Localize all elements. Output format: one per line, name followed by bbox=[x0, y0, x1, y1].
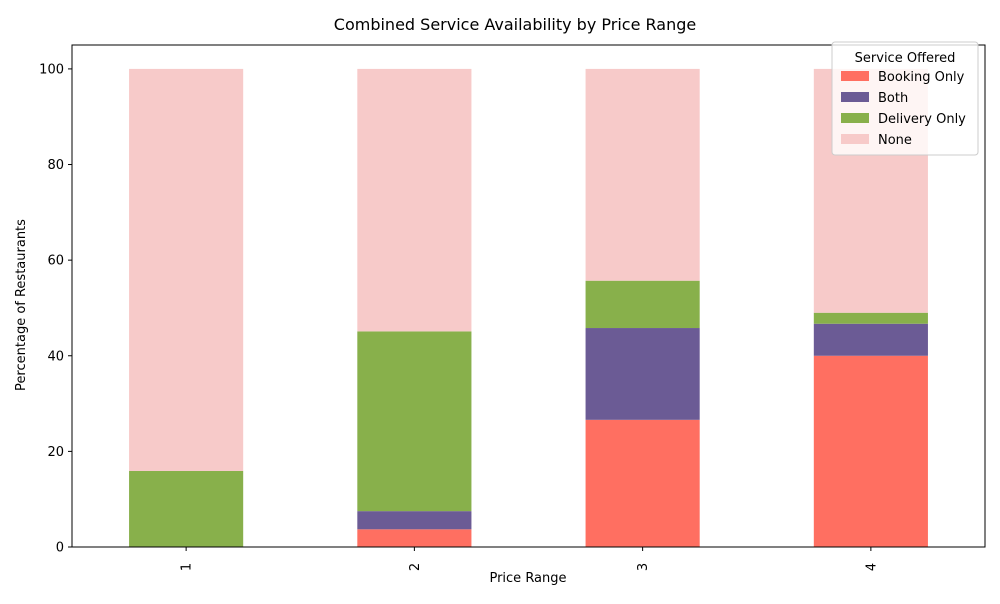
bar-segment-both-4 bbox=[813, 323, 928, 356]
legend-label: Booking Only bbox=[878, 70, 965, 85]
bar-segment-none-2 bbox=[357, 68, 472, 332]
x-tick-label: 2 bbox=[408, 563, 423, 571]
bar-segment-booking-only-2 bbox=[357, 529, 472, 547]
y-axis: 0 20 40 60 80 100 bbox=[39, 62, 72, 556]
bar-segment-none-3 bbox=[585, 68, 700, 281]
x-axis-label: Price Range bbox=[489, 571, 566, 586]
bar-segment-booking-only-4 bbox=[813, 355, 928, 547]
legend-label: Delivery Only bbox=[878, 112, 966, 127]
bar-segment-both-3 bbox=[585, 328, 700, 420]
legend-label: None bbox=[878, 133, 912, 148]
legend-title: Service Offered bbox=[855, 51, 956, 66]
legend-label: Both bbox=[878, 91, 908, 106]
y-tick-label: 20 bbox=[47, 445, 64, 460]
legend-swatch bbox=[841, 71, 869, 81]
legend-items: Booking Only Both Delivery Only None bbox=[841, 70, 966, 148]
y-tick-label: 60 bbox=[47, 254, 64, 269]
plot-frame bbox=[71, 44, 986, 548]
legend-swatch bbox=[841, 134, 869, 144]
x-tick-label: 3 bbox=[636, 563, 651, 571]
bar-segment-delivery-only-3 bbox=[585, 280, 700, 329]
y-tick-label: 0 bbox=[56, 541, 64, 556]
bar-segment-none-1 bbox=[129, 68, 244, 471]
bar-segment-delivery-only-1 bbox=[129, 470, 244, 547]
chart-title: Combined Service Availability by Price R… bbox=[334, 15, 696, 34]
legend: Service Offered Booking Only Both Delivery… bbox=[831, 41, 979, 156]
y-tick-label: 80 bbox=[47, 158, 64, 173]
x-axis: 1 2 3 4 bbox=[180, 547, 879, 571]
legend-swatch bbox=[841, 113, 869, 123]
legend-swatch bbox=[841, 92, 869, 102]
y-axis-label: Percentage of Restaurants bbox=[14, 219, 29, 391]
y-tick-label: 100 bbox=[39, 62, 64, 77]
y-tick-label: 40 bbox=[47, 349, 64, 364]
bar-segment-both-2 bbox=[357, 511, 472, 530]
x-tick-label: 4 bbox=[864, 563, 879, 571]
bar-segment-delivery-only-4 bbox=[813, 312, 928, 324]
legend-box bbox=[831, 41, 979, 156]
bar-segment-delivery-only-2 bbox=[357, 331, 472, 512]
x-tick-label: 1 bbox=[180, 563, 195, 571]
bar-segment-booking-only-3 bbox=[585, 419, 700, 547]
